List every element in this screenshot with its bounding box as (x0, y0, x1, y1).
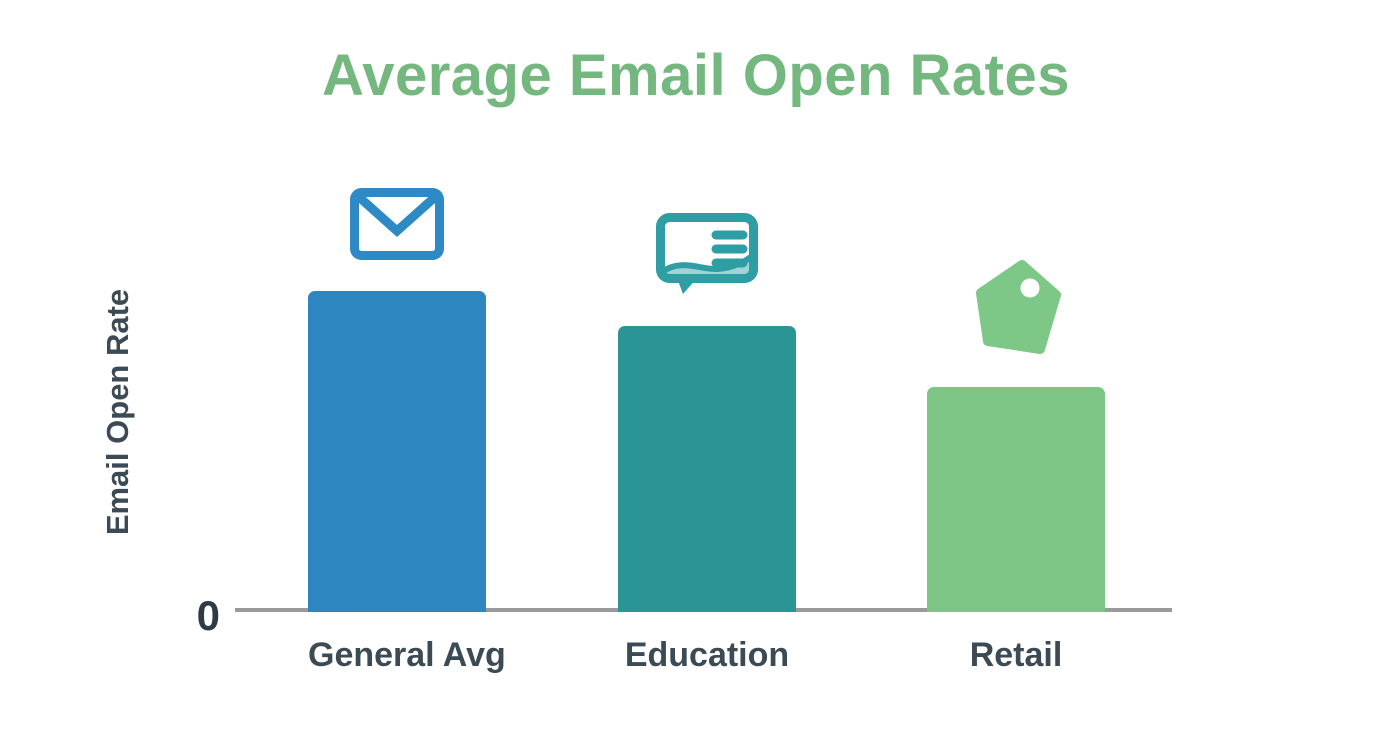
category-label-education: Education (624, 636, 790, 674)
y-axis-label: Email Open Rate (100, 288, 135, 536)
bar-group-retail (927, 257, 1105, 612)
y-axis-zero-tick: 0 (196, 592, 220, 639)
bar-group-general-avg (308, 187, 486, 612)
bar-general-avg (308, 291, 486, 612)
category-label-retail: Retail (969, 636, 1063, 674)
chart-title: Average Email Open Rates (321, 43, 1071, 108)
bar-education (618, 326, 796, 612)
category-label-general-avg: General Avg (308, 636, 506, 674)
envelope-icon (350, 188, 444, 260)
speech-bubble-icon (656, 213, 758, 294)
bar-retail (927, 387, 1105, 612)
bar-group-education (618, 212, 796, 612)
price-tag-icon (976, 260, 1061, 354)
